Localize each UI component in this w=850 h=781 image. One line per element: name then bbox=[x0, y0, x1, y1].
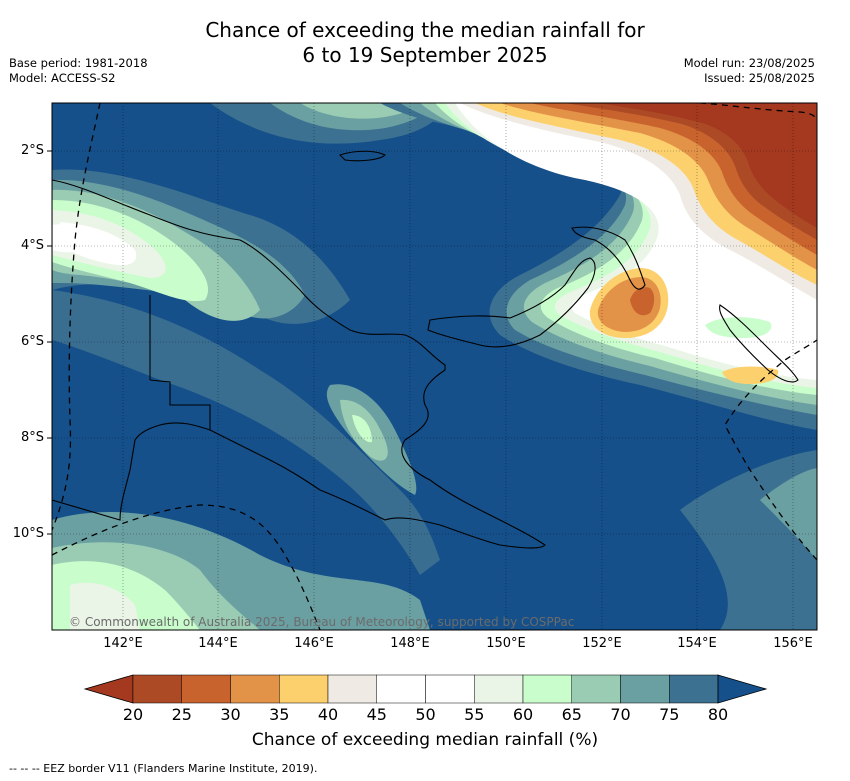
lat-label: 8°S bbox=[20, 430, 44, 445]
lon-label: 156°E bbox=[773, 636, 813, 651]
colorbar-tick-label: 75 bbox=[659, 705, 680, 724]
colorbar-tick-label: 45 bbox=[366, 705, 387, 724]
meta-left: Base period: 1981-2018 Model: ACCESS-S2 bbox=[9, 56, 148, 86]
colorbar-tick-label: 25 bbox=[171, 705, 192, 724]
colorbar-tick-label: 30 bbox=[220, 705, 241, 724]
issued-date: Issued: 25/08/2025 bbox=[704, 71, 815, 85]
manus-coast bbox=[338, 150, 386, 162]
title-line-1: Chance of exceeding the median rainfall … bbox=[205, 18, 645, 42]
colorbar-tick-label: 80 bbox=[707, 705, 729, 724]
model-run: Model run: 23/08/2025 bbox=[683, 56, 815, 70]
map-title: Chance of exceeding the median rainfall … bbox=[0, 18, 850, 68]
colorbar-tick-label: 40 bbox=[317, 705, 339, 724]
lat-label: 6°S bbox=[20, 334, 44, 349]
colorbar-label: Chance of exceeding median rainfall (%) bbox=[251, 730, 599, 750]
lon-label: 152°E bbox=[582, 636, 622, 651]
colorbar-tick-label: 55 bbox=[464, 705, 485, 724]
new-ireland-coast bbox=[571, 226, 646, 290]
lon-label: 142°E bbox=[103, 636, 143, 651]
lon-label: 144°E bbox=[198, 636, 238, 651]
copyright-note: © Commonwealth of Australia 2025, Bureau… bbox=[69, 615, 574, 629]
title-line-2: 6 to 19 September 2025 bbox=[302, 43, 548, 67]
eez-footnote: -- -- -- EEZ border V11 (Flanders Marine… bbox=[9, 762, 318, 775]
new-britain-coast bbox=[427, 257, 596, 348]
lon-label: 154°E bbox=[677, 636, 717, 651]
lat-label: 2°S bbox=[20, 143, 44, 158]
model-name: Model: ACCESS-S2 bbox=[9, 71, 116, 85]
lon-label: 150°E bbox=[486, 636, 526, 651]
colorbar-tick-label: 65 bbox=[561, 705, 582, 724]
new-guinea-coast bbox=[52, 179, 546, 549]
lon-label: 146°E bbox=[294, 636, 334, 651]
colorbar-tick-label: 60 bbox=[512, 705, 534, 724]
colorbar-tick-label: 35 bbox=[269, 705, 290, 724]
lon-label: 148°E bbox=[390, 636, 430, 651]
base-period: Base period: 1981-2018 bbox=[9, 56, 148, 70]
colorbar-tick-label: 70 bbox=[610, 705, 631, 724]
colorbar-tick-label: 20 bbox=[122, 705, 144, 724]
lat-label: 10°S bbox=[12, 526, 44, 541]
meta-right: Model run: 23/08/2025 Issued: 25/08/2025 bbox=[684, 56, 815, 86]
colorbar-tick-label: 50 bbox=[415, 705, 436, 724]
bougainville-coast bbox=[719, 304, 799, 383]
lat-label: 4°S bbox=[20, 238, 44, 253]
shaded-field bbox=[52, 103, 817, 630]
